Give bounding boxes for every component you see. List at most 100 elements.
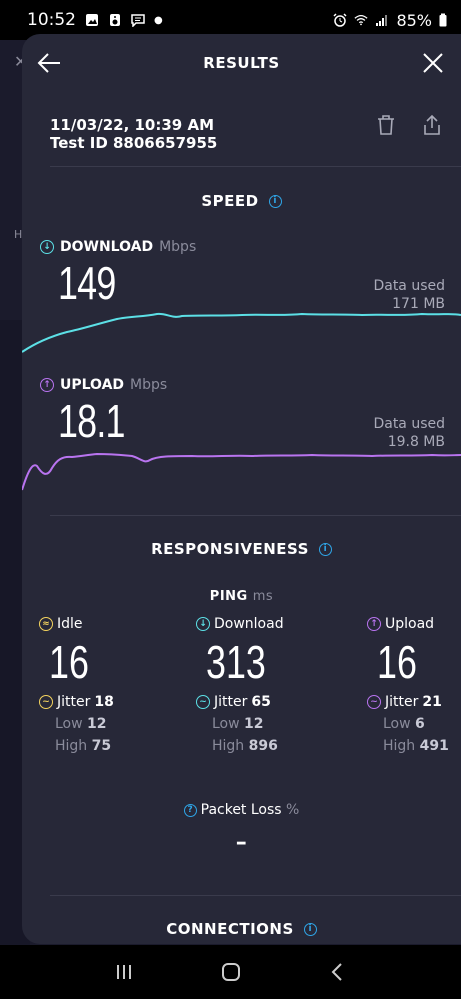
upload-label: ↑ UPLOAD Mbps <box>40 377 167 393</box>
responsiveness-info-icon[interactable]: i <box>318 543 332 556</box>
ping-upload-label: Upload <box>385 616 435 632</box>
meta-actions <box>375 114 443 136</box>
high-upload-value: 491 <box>419 738 449 754</box>
upload-label-text: UPLOAD <box>60 377 125 393</box>
low-label: Low <box>55 716 83 732</box>
responsiveness-section-title: RESPONSIVENESS i <box>22 540 461 558</box>
close-icon[interactable] <box>421 51 445 75</box>
upload-data-used-label: Data used <box>373 416 445 432</box>
idle-icon: ≈ <box>39 617 53 631</box>
upload-data-used: Data used 19.8 MB <box>373 415 445 451</box>
high-upload: High 491 <box>383 738 461 754</box>
upload-unit: Mbps <box>130 377 168 393</box>
packet-loss-value: – <box>235 830 248 855</box>
wifi-icon <box>354 14 368 26</box>
low-upload: Low 6 <box>383 716 461 732</box>
packet-loss-heading: ? Packet Loss % <box>22 802 461 818</box>
jitter-upload-value: 21 <box>422 694 442 710</box>
high-label: High <box>55 738 88 754</box>
jitter-icon: ~ <box>196 695 210 709</box>
speed-title-text: SPEED <box>201 192 259 210</box>
ping-column-download: ↓ Download 313 ~ Jitter 65 Low 12 High 8… <box>196 616 316 754</box>
download-arrow-icon: ↓ <box>40 240 54 254</box>
battery-percent: 85% <box>396 10 432 30</box>
upload-arrow-icon: ↑ <box>367 617 381 631</box>
connections-info-icon[interactable]: i <box>303 923 317 936</box>
status-time: 10:52 <box>27 10 76 30</box>
upload-value: 18.1 <box>58 395 125 447</box>
jitter-icon: ~ <box>39 695 53 709</box>
ping-label: PING <box>209 589 248 604</box>
speed-section-title: SPEED i <box>22 192 461 210</box>
upload-arrow-icon: ↑ <box>40 378 54 392</box>
signal-icon <box>376 15 388 26</box>
low-label: Low <box>212 716 240 732</box>
divider <box>50 895 461 896</box>
battery-icon <box>439 13 447 27</box>
jitter-label: Jitter <box>214 694 248 710</box>
download-value: 149 <box>58 257 116 309</box>
packet-loss-unit: % <box>286 802 300 818</box>
back-arrow-icon[interactable] <box>36 50 62 76</box>
message-icon <box>131 14 145 27</box>
download-label-text: DOWNLOAD <box>60 239 154 255</box>
test-datetime: 11/03/22, 10:39 AM <box>50 116 215 134</box>
upload-graph <box>22 452 461 491</box>
download-arrow-icon: ↓ <box>196 617 210 631</box>
jitter-download-value: 65 <box>251 694 271 710</box>
jitter-icon: ~ <box>367 695 381 709</box>
jitter-download: ~ Jitter 65 <box>196 694 316 710</box>
high-download-value: 896 <box>248 738 278 754</box>
speaker-icon <box>110 14 120 26</box>
gallery-icon <box>86 14 98 26</box>
low-label: Low <box>383 716 411 732</box>
system-nav-bar <box>0 945 461 999</box>
jitter-label: Jitter <box>57 694 91 710</box>
low-idle: Low 12 <box>55 716 159 732</box>
responsiveness-title-text: RESPONSIVENESS <box>151 540 309 558</box>
ping-download-head: ↓ Download <box>196 616 316 632</box>
test-meta: 11/03/22, 10:39 AM Test ID 8806657955 <box>50 116 217 152</box>
recent-apps-icon[interactable] <box>113 961 135 983</box>
background-letter: H <box>14 228 23 241</box>
alarm-icon <box>333 13 347 27</box>
test-id: Test ID 8806657955 <box>50 134 218 152</box>
divider <box>50 515 461 516</box>
notification-dot-icon: ● <box>154 14 163 26</box>
ping-heading: PING ms <box>22 589 461 604</box>
download-label: ↓ DOWNLOAD Mbps <box>40 239 196 255</box>
high-label: High <box>212 738 245 754</box>
low-upload-value: 6 <box>415 716 425 732</box>
low-idle-value: 12 <box>87 716 107 732</box>
share-icon[interactable] <box>421 114 443 136</box>
download-data-used-label: Data used <box>373 278 445 294</box>
jitter-idle: ~ Jitter 18 <box>39 694 159 710</box>
home-icon[interactable] <box>220 961 242 983</box>
ping-download-value: 313 <box>206 636 266 688</box>
top-bar: RESULTS <box>22 34 461 92</box>
download-data-used: Data used 171 MB <box>373 277 445 313</box>
connections-section-title: CONNECTIONS i <box>22 920 461 938</box>
packet-loss-info-icon[interactable]: ? <box>183 803 197 817</box>
ping-idle-head: ≈ Idle <box>39 616 159 632</box>
high-label: High <box>383 738 416 754</box>
ping-unit: ms <box>252 589 274 604</box>
upload-data-used-value: 19.8 MB <box>387 434 445 450</box>
high-idle: High 75 <box>55 738 159 754</box>
download-data-used-value: 171 MB <box>392 296 445 312</box>
trash-icon[interactable] <box>375 114 397 136</box>
packet-loss-label: Packet Loss <box>200 802 282 818</box>
ping-column-upload: ↑ Upload 16 ~ Jitter 21 Low 6 High 491 <box>367 616 461 754</box>
jitter-upload: ~ Jitter 21 <box>367 694 461 710</box>
ping-idle-label: Idle <box>57 616 83 632</box>
ping-upload-value: 16 <box>377 636 417 688</box>
jitter-idle-value: 18 <box>94 694 114 710</box>
download-unit: Mbps <box>159 239 197 255</box>
results-sheet: RESULTS 11/03/22, 10:39 AM Test ID 88066… <box>22 34 461 944</box>
ping-upload-head: ↑ Upload <box>367 616 461 632</box>
download-graph <box>22 312 461 353</box>
low-download-value: 12 <box>244 716 264 732</box>
back-nav-icon[interactable] <box>327 961 349 983</box>
speed-info-icon[interactable]: i <box>268 195 282 208</box>
high-download: High 896 <box>212 738 316 754</box>
